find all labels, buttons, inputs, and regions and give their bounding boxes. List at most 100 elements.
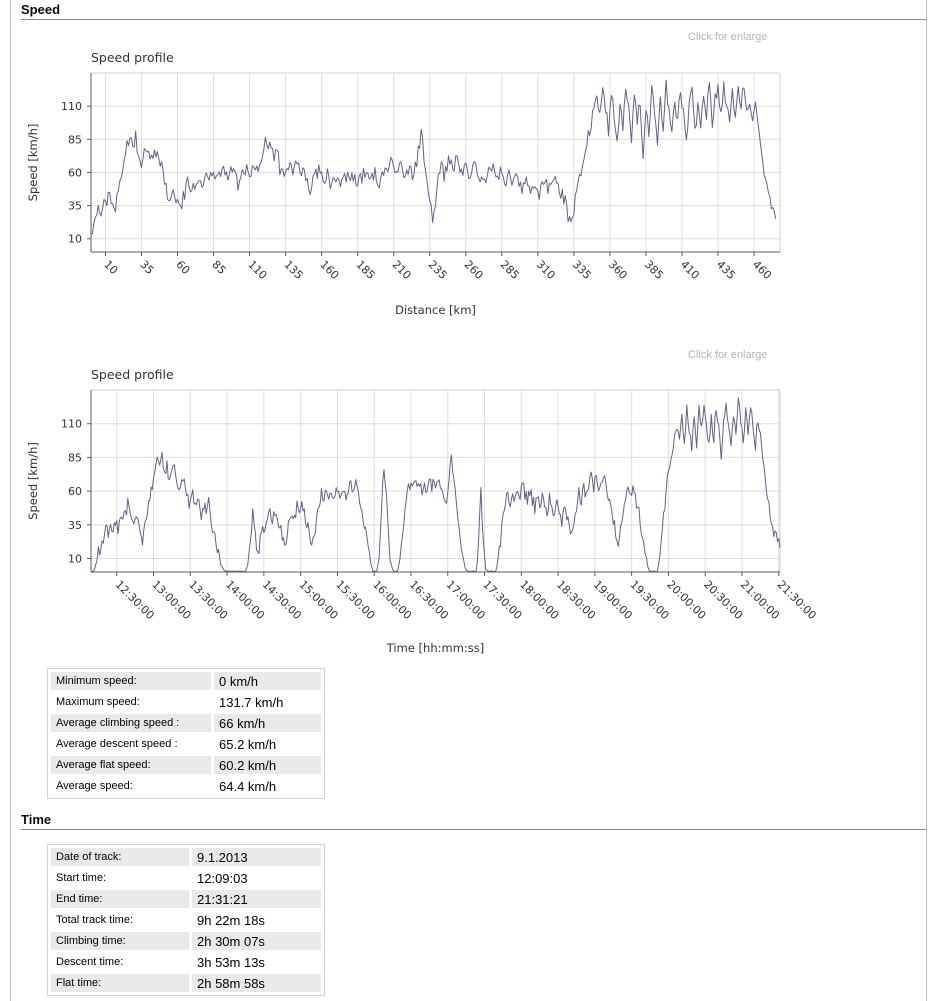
stat-value: 21:31:21 bbox=[192, 890, 321, 908]
y-axis-title: Speed [km/h] bbox=[26, 124, 40, 202]
axis-labels: Speed profile 10 35 60 85 110 10 35 60 85 110 135 16… bbox=[26, 50, 774, 317]
speed-line bbox=[90, 79, 777, 236]
stat-row: Descent time: 3h 53m 13s bbox=[51, 953, 321, 971]
x-tick-label: 19:30:00 bbox=[628, 578, 672, 622]
x-tick-label: 410 bbox=[678, 258, 702, 282]
stat-value: 131.7 km/h bbox=[219, 694, 284, 710]
x-tick-label: 110 bbox=[245, 258, 269, 282]
x-tick-label: 335 bbox=[570, 258, 594, 282]
stat-label: Total track time: bbox=[56, 914, 134, 926]
x-tick-label: 13:00:00 bbox=[149, 578, 193, 622]
stat-value: 12:09:03 bbox=[197, 870, 248, 886]
x-tick-label: 160 bbox=[318, 258, 342, 282]
speed-distance-chart[interactable]: Speed profile 10 35 60 85 110 10 35 60 85 110 135 16… bbox=[11, 30, 911, 322]
stat-row: Maximum speed: 131.7 km/h bbox=[51, 693, 321, 711]
gridlines bbox=[91, 389, 781, 572]
x-tick-label: 14:30:00 bbox=[260, 578, 304, 622]
x-tick-label: 185 bbox=[354, 258, 378, 282]
stat-value: 66 km/h bbox=[214, 714, 321, 732]
stat-label: Start time: bbox=[56, 872, 107, 884]
stat-label: Maximum speed: bbox=[56, 696, 140, 708]
speed-line bbox=[90, 397, 781, 572]
y-axis-title: Speed [km/h] bbox=[26, 442, 40, 520]
stat-row: Average descent speed : 65.2 km/h bbox=[51, 735, 321, 753]
x-tick-label: 435 bbox=[714, 258, 738, 282]
stat-row: Total track time: 9h 22m 18s bbox=[51, 911, 321, 929]
x-tick-label: 15:00:00 bbox=[297, 578, 341, 622]
x-tick-label: 310 bbox=[534, 258, 558, 282]
y-tick-label: 110 bbox=[61, 418, 82, 431]
x-tick-label: 16:00:00 bbox=[370, 578, 414, 622]
x-tick-label: 14:00:00 bbox=[223, 578, 267, 622]
stat-label: Average descent speed : bbox=[56, 738, 178, 750]
y-tick-label: 85 bbox=[68, 133, 82, 146]
x-tick-label: 17:30:00 bbox=[480, 578, 524, 622]
x-tick-label: 12:30:00 bbox=[113, 578, 157, 622]
speed-section-body: Click for enlarge Speed profile 10 35 60 85 1… bbox=[11, 20, 926, 804]
x-tick-label: 135 bbox=[281, 258, 305, 282]
stat-label: End time: bbox=[51, 890, 189, 908]
stat-row: Date of track: 9.1.2013 bbox=[51, 848, 321, 866]
page: Speed Click for enlarge Speed profile 10 3… bbox=[10, 0, 927, 1001]
stat-label: Average flat speed: bbox=[51, 756, 211, 774]
stat-label: Descent time: bbox=[56, 956, 124, 968]
time-stats-table: Date of track: 9.1.2013 Start time: 12:09:0… bbox=[47, 844, 325, 996]
stat-value: 0 km/h bbox=[214, 672, 321, 690]
stat-label: Minimum speed: bbox=[51, 672, 211, 690]
stat-row: End time: 21:31:21 bbox=[51, 890, 321, 908]
x-tick-label: 13:30:00 bbox=[186, 578, 230, 622]
y-tick-label: 85 bbox=[68, 451, 82, 464]
x-tick-label: 15:30:00 bbox=[333, 578, 377, 622]
stat-row: Average speed: 64.4 km/h bbox=[51, 777, 321, 795]
y-tick-label: 35 bbox=[68, 519, 82, 532]
y-tick-label: 110 bbox=[61, 100, 82, 113]
stat-value: 60.2 km/h bbox=[214, 756, 321, 774]
stat-row: Flat time: 2h 58m 58s bbox=[51, 974, 321, 992]
stat-label: Climbing time: bbox=[51, 932, 189, 950]
y-tick-label: 35 bbox=[68, 200, 82, 213]
stat-label: Average climbing speed : bbox=[51, 714, 211, 732]
chart-title: Speed profile bbox=[91, 50, 174, 65]
x-tick-label: 260 bbox=[462, 258, 486, 282]
stat-value: 9h 22m 18s bbox=[197, 912, 265, 928]
speed-heading-rule bbox=[21, 19, 926, 20]
y-tick-label: 10 bbox=[68, 553, 82, 566]
stat-value: 9.1.2013 bbox=[192, 848, 321, 866]
x-tick-label: 235 bbox=[426, 258, 450, 282]
speed-time-chart[interactable]: Speed profile 10 35 60 85 110 12:30:0013:00:00… bbox=[11, 345, 911, 659]
stat-value: 65.2 km/h bbox=[219, 736, 277, 752]
x-tick-label: 21:00:00 bbox=[738, 578, 782, 622]
x-tick-label: 210 bbox=[390, 258, 414, 282]
stat-row: Climbing time: 2h 30m 07s bbox=[51, 932, 321, 950]
speed-stats-table: Minimum speed: 0 km/h Maximum speed: 131.7 … bbox=[47, 668, 325, 799]
axes bbox=[87, 73, 780, 256]
x-tick-label: 10 bbox=[101, 258, 120, 277]
x-tick-label: 19:00:00 bbox=[591, 578, 635, 622]
x-tick-label: 18:00:00 bbox=[517, 578, 561, 622]
stat-label: Flat time: bbox=[51, 974, 189, 992]
x-axis-title: Distance [km] bbox=[395, 303, 476, 317]
gridlines bbox=[91, 72, 781, 252]
time-heading-rule bbox=[21, 829, 926, 830]
enlarge-link-distance-chart[interactable]: Click for enlarge bbox=[688, 31, 768, 43]
stat-row: Minimum speed: 0 km/h bbox=[51, 672, 321, 690]
x-tick-label: 35 bbox=[137, 258, 156, 277]
stat-label: Date of track: bbox=[51, 848, 189, 866]
y-tick-label: 10 bbox=[68, 233, 82, 246]
stat-row: Average flat speed: 60.2 km/h bbox=[51, 756, 321, 774]
x-tick-label: 18:30:00 bbox=[554, 578, 598, 622]
stat-value: 3h 53m 13s bbox=[197, 954, 265, 970]
section-speed-heading: Speed bbox=[21, 2, 61, 17]
x-tick-label: 17:00:00 bbox=[444, 578, 488, 622]
y-tick-label: 60 bbox=[68, 485, 82, 498]
x-tick-label: 60 bbox=[173, 258, 192, 277]
x-tick-label: 20:00:00 bbox=[664, 578, 708, 622]
stat-label: Average speed: bbox=[56, 780, 133, 792]
stat-row: Average climbing speed :66 km/h bbox=[51, 714, 321, 732]
x-tick-label: 285 bbox=[498, 258, 522, 282]
section-time-heading: Time bbox=[21, 812, 52, 827]
enlarge-link-time-chart[interactable]: Click for enlarge bbox=[688, 349, 768, 361]
stat-row: Start time: 12:09:03 bbox=[51, 869, 321, 887]
stat-value: 2h 58m 58s bbox=[192, 974, 321, 992]
x-tick-label: 360 bbox=[606, 258, 630, 282]
